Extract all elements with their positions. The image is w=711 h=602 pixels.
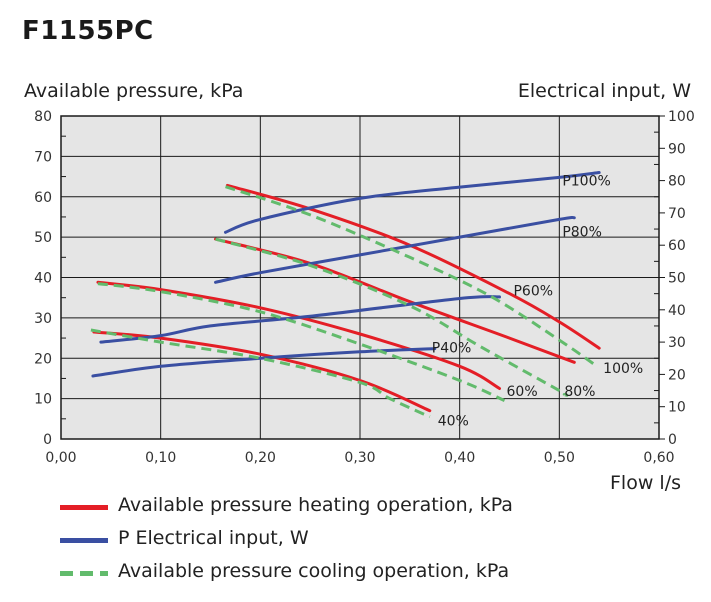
y-right-tick-label: 80 bbox=[668, 174, 686, 190]
legend-label-cooling: Available pressure cooling operation, kP… bbox=[118, 560, 510, 582]
right-axis-title: Electrical input, W bbox=[517, 80, 691, 102]
series-line-cooling bbox=[215, 237, 569, 397]
series-line-heating bbox=[96, 280, 501, 390]
x-tick-label: 0,10 bbox=[145, 450, 176, 466]
legend-swatch-cooling bbox=[60, 571, 108, 576]
series-line-electrical bbox=[224, 171, 601, 234]
chart-title: F1155PC bbox=[22, 16, 154, 46]
y-right-tick-label: 20 bbox=[668, 367, 686, 383]
curve-label: 80% bbox=[564, 384, 595, 400]
curve-label: 40% bbox=[438, 413, 469, 429]
x-tick-label: 0,30 bbox=[344, 450, 375, 466]
y-tick-label: 70 bbox=[34, 149, 52, 165]
y-right-tick-label: 10 bbox=[668, 400, 686, 416]
y-right-tick-label: 0 bbox=[668, 432, 677, 448]
y-right-tick-label: 100 bbox=[668, 109, 695, 125]
y-tick-label: 60 bbox=[34, 190, 52, 206]
y-right-tick-label: 40 bbox=[668, 303, 686, 319]
curve-label: P80% bbox=[562, 224, 602, 240]
series-line-cooling bbox=[97, 282, 506, 402]
plot-frame bbox=[60, 115, 660, 440]
y-tick-label: 30 bbox=[34, 311, 52, 327]
series-line-cooling bbox=[90, 328, 431, 419]
y-tick-label: 40 bbox=[34, 271, 52, 287]
left-axis-title: Available pressure, kPa bbox=[24, 80, 244, 102]
x-tick-label: 0,60 bbox=[643, 450, 674, 466]
curve-label: 60% bbox=[507, 384, 538, 400]
curve-label: 100% bbox=[603, 361, 643, 377]
series-line-heating bbox=[92, 330, 432, 413]
legend-label-heating: Available pressure heating operation, kP… bbox=[118, 494, 513, 516]
x-tick-label: 0,00 bbox=[45, 450, 76, 466]
y-tick-label: 20 bbox=[34, 351, 52, 367]
y-tick-label: 0 bbox=[43, 432, 52, 448]
legend-label-electrical: P Electrical input, W bbox=[118, 527, 309, 549]
series-line-heating bbox=[225, 183, 601, 350]
curve-label: P60% bbox=[513, 283, 553, 299]
x-axis-title: Flow l/s bbox=[610, 472, 681, 494]
x-tick-label: 0,50 bbox=[544, 450, 575, 466]
curve-label: P100% bbox=[562, 173, 610, 189]
y-tick-label: 80 bbox=[34, 109, 52, 125]
y-right-tick-label: 30 bbox=[668, 335, 686, 351]
y-right-tick-label: 70 bbox=[668, 206, 686, 222]
series-line-cooling bbox=[225, 185, 596, 366]
x-tick-label: 0,20 bbox=[245, 450, 276, 466]
y-tick-label: 50 bbox=[34, 230, 52, 246]
series-line-electrical bbox=[99, 295, 501, 344]
legend-swatch-electrical bbox=[60, 538, 108, 543]
series-line-electrical bbox=[214, 215, 576, 284]
curve-label: P40% bbox=[432, 341, 472, 357]
legend-swatch-heating bbox=[60, 505, 108, 510]
y-right-tick-label: 90 bbox=[668, 141, 686, 157]
y-right-tick-label: 60 bbox=[668, 238, 686, 254]
x-tick-label: 0,40 bbox=[444, 450, 475, 466]
y-right-tick-label: 50 bbox=[668, 271, 686, 287]
y-tick-label: 10 bbox=[34, 392, 52, 408]
